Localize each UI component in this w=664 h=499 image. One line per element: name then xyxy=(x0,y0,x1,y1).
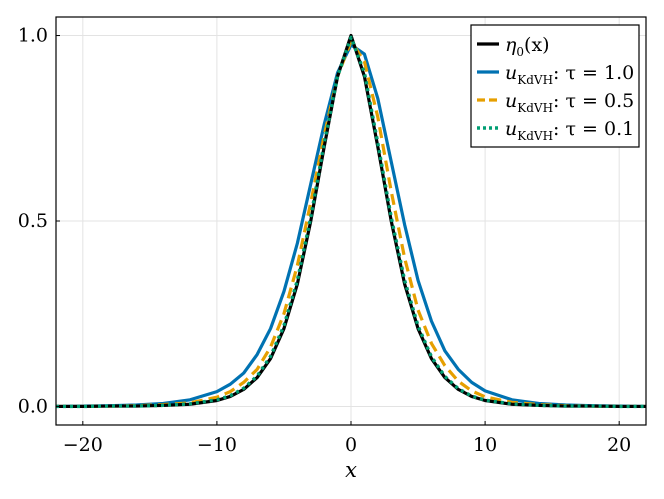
x-axis-label: x xyxy=(345,458,357,482)
series-line-2 xyxy=(56,39,646,409)
x-tick-label: −20 xyxy=(63,434,103,456)
legend-entry-label: uKdVH: τ = 0.5 xyxy=(505,90,634,115)
legend-entry-label: η0(x) xyxy=(505,34,550,59)
x-tick-label: 0 xyxy=(345,434,357,456)
series-lines xyxy=(55,33,647,409)
x-tick-label: −10 xyxy=(197,434,237,456)
x-tick-label: 20 xyxy=(607,434,631,456)
legend-entry-label: uKdVH: τ = 1.0 xyxy=(505,62,634,87)
y-tick-label: 0.0 xyxy=(18,395,48,417)
legend-entry-label: uKdVH: τ = 0.1 xyxy=(505,118,634,143)
y-tick-label: 1.0 xyxy=(18,25,48,47)
series-line-3 xyxy=(56,35,646,409)
x-tick-label: 10 xyxy=(473,434,497,456)
axis-ticks: −20 −10 0 10 20 0.0 0.5 1.0 xyxy=(18,25,631,456)
legend: η0(x) uKdVH: τ = 1.0 uKdVH: τ = 0.5 uKdVH: … xyxy=(470,24,640,148)
y-tick-label: 0.5 xyxy=(18,210,48,232)
